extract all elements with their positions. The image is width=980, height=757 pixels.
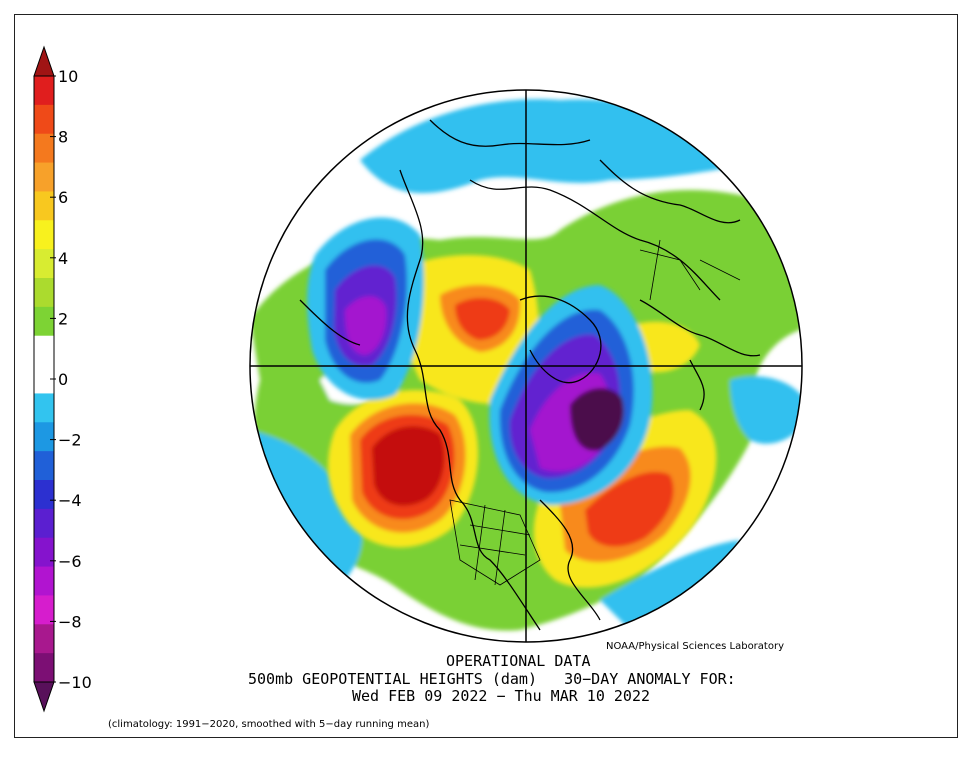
colorbar-segment — [34, 393, 54, 423]
colorbar-segment — [34, 537, 54, 568]
colorbar-segment — [34, 306, 54, 337]
colorbar-segments — [34, 76, 54, 683]
colorbar-segment — [34, 508, 54, 539]
colorbar-segment — [34, 335, 54, 366]
colorbar-tick-label: 6 — [58, 188, 68, 207]
colorbar-tick-label: −4 — [58, 491, 82, 510]
colorbar-tick-label: 8 — [58, 128, 68, 147]
colorbar-tick-label: −10 — [58, 673, 92, 692]
title-line-1: OPERATIONAL DATA — [446, 652, 591, 670]
colorbar-tick-label: 0 — [58, 370, 68, 389]
colorbar-segment — [34, 364, 54, 394]
colorbar-segment — [34, 624, 54, 654]
colorbar-segment — [34, 249, 54, 279]
colorbar-segment — [34, 653, 54, 683]
colorbar: 10 8 6 4 2 0 −2 −4 −6 −8 −10 — [33, 45, 92, 713]
title-line-2: 500mb GEOPOTENTIAL HEIGHTS (dam) 30−DAY … — [248, 670, 736, 688]
figure-frame — [14, 14, 958, 738]
colorbar-segment — [34, 162, 54, 192]
colorbar-segment — [34, 133, 54, 164]
colorbar-tick-label: 10 — [58, 67, 78, 86]
colorbar-tick-label: 4 — [58, 249, 68, 268]
colorbar-segment — [34, 422, 54, 452]
colorbar-bottom-arrow — [33, 681, 55, 713]
colorbar-segment — [34, 191, 54, 221]
title-line-3: Wed FEB 09 2022 − Thu MAR 10 2022 — [352, 687, 651, 705]
climatology-note: (climatology: 1991−2020, smoothed with 5… — [108, 719, 430, 730]
colorbar-segment — [34, 595, 54, 625]
colorbar-segment — [34, 104, 54, 135]
colorbar-ticks: 10 8 6 4 2 0 −2 −4 −6 −8 −10 — [50, 67, 92, 692]
colorbar-top-arrow — [33, 45, 55, 77]
colorbar-segment — [34, 566, 54, 596]
colorbar-tick-label: −8 — [58, 612, 82, 631]
colorbar-tick-label: −2 — [58, 431, 82, 450]
colorbar-segment — [34, 278, 54, 308]
colorbar-tick-label: 2 — [58, 309, 68, 328]
colorbar-segment — [34, 220, 54, 250]
colorbar-segment — [34, 480, 54, 510]
credit-label: NOAA/Physical Sciences Laboratory — [606, 641, 784, 652]
colorbar-segment — [34, 76, 54, 106]
colorbar-segment — [34, 451, 54, 481]
colorbar-tick-label: −6 — [58, 552, 82, 571]
